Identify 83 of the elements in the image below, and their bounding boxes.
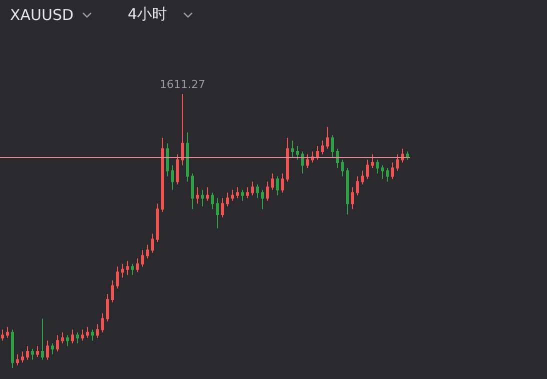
candlestick bbox=[286, 137, 289, 182]
candlestick bbox=[101, 312, 104, 333]
chart-subtitle: 4小时 bbox=[128, 5, 168, 24]
candlestick bbox=[231, 189, 234, 202]
candlestick bbox=[366, 159, 369, 180]
candlestick bbox=[376, 159, 379, 174]
candlestick bbox=[96, 324, 99, 338]
candlestick bbox=[6, 326, 9, 338]
candlestick bbox=[176, 154, 179, 185]
candlestick bbox=[321, 140, 324, 155]
candlestick bbox=[151, 233, 154, 254]
candlestick bbox=[31, 348, 34, 360]
candlestick bbox=[211, 192, 214, 210]
candlestick bbox=[181, 94, 184, 166]
candlestick bbox=[261, 189, 264, 210]
candlestick bbox=[326, 126, 329, 150]
candlestick bbox=[216, 198, 219, 229]
candlestick bbox=[291, 140, 294, 158]
candlestick bbox=[396, 154, 399, 172]
candlestick bbox=[186, 132, 189, 182]
chart-title: XAUUSD bbox=[10, 6, 74, 24]
candlestick bbox=[271, 172, 274, 190]
candlestick bbox=[356, 176, 359, 196]
candlestick bbox=[191, 172, 194, 210]
candlestick bbox=[371, 154, 374, 168]
candlestick bbox=[171, 164, 174, 190]
candlestick bbox=[251, 181, 254, 196]
candlestick bbox=[351, 186, 354, 210]
candlestick bbox=[201, 189, 204, 207]
candlestick bbox=[146, 244, 149, 259]
candlestick bbox=[406, 151, 409, 160]
candlestick bbox=[206, 186, 209, 202]
candlestick bbox=[86, 326, 89, 338]
candlestick bbox=[336, 148, 339, 168]
candlestick bbox=[361, 170, 364, 185]
candlestick bbox=[296, 146, 299, 160]
candlestick bbox=[1, 329, 4, 342]
candlestick bbox=[41, 318, 44, 360]
candlestick bbox=[111, 280, 114, 303]
candlestick bbox=[301, 151, 304, 174]
candlestick bbox=[131, 263, 134, 276]
candlestick bbox=[306, 154, 309, 168]
candlestick bbox=[76, 332, 79, 344]
candlestick bbox=[161, 137, 164, 212]
candlestick bbox=[91, 329, 94, 342]
annotation: 1611.27 bbox=[160, 78, 206, 91]
candlestick bbox=[391, 162, 394, 180]
candlestick bbox=[36, 346, 39, 358]
candlestick bbox=[156, 203, 159, 242]
candlestick bbox=[141, 250, 144, 268]
candlestick bbox=[26, 346, 29, 360]
candlestick bbox=[56, 334, 59, 352]
candlestick bbox=[246, 186, 249, 199]
candlestick bbox=[256, 184, 259, 199]
candlestick bbox=[71, 329, 74, 344]
candlestick bbox=[276, 176, 279, 196]
candlestick bbox=[61, 332, 64, 344]
candlestick bbox=[341, 159, 344, 177]
candlestick bbox=[281, 172, 284, 194]
candlestick bbox=[241, 189, 244, 202]
candlestick bbox=[381, 164, 384, 180]
candlestick bbox=[316, 146, 319, 160]
candlestick bbox=[226, 192, 229, 207]
candlestick bbox=[346, 167, 349, 216]
candlestick bbox=[16, 354, 19, 366]
candlestick bbox=[221, 198, 224, 218]
candlestick bbox=[236, 186, 239, 199]
candlestick bbox=[46, 340, 49, 360]
candlestick bbox=[81, 329, 84, 342]
candlestick bbox=[136, 258, 139, 273]
candlestick bbox=[106, 294, 109, 322]
candlestick bbox=[116, 266, 119, 290]
candlestick bbox=[51, 342, 54, 355]
candlestick bbox=[331, 134, 334, 158]
candlestick bbox=[196, 186, 199, 204]
candlestick bbox=[21, 351, 24, 364]
candlestick bbox=[66, 334, 69, 347]
candlestick bbox=[266, 181, 269, 202]
candlestick bbox=[121, 263, 124, 278]
candlestick bbox=[166, 142, 169, 177]
candlestick bbox=[126, 260, 129, 276]
candlestick bbox=[386, 167, 389, 182]
candlestick bbox=[11, 329, 14, 368]
